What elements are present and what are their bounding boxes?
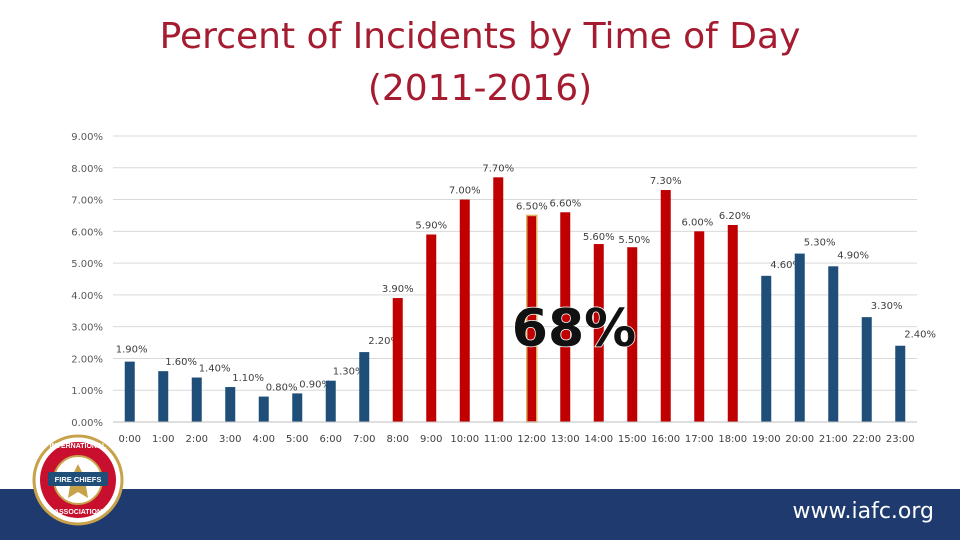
bar-value-label: 6.20% [719,211,751,222]
x-tick-label: 16:00 [651,434,680,445]
x-tick-label: 8:00 [387,434,409,445]
y-tick-label: 3.00% [71,323,103,334]
bar-value-label: 5.30% [804,238,836,249]
bar-value-label: 0.80% [266,383,298,394]
y-tick-label: 1.00% [71,386,103,397]
x-tick-label: 3:00 [219,434,241,445]
y-tick-label: 9.00% [71,132,103,143]
logo-text-bottom: ASSOCIATION [54,509,102,516]
annotation-68-percent: 68% [512,299,636,359]
bar [694,231,705,422]
bar-value-label: 1.10% [232,373,264,384]
bar [761,275,772,422]
logo-text-top: INTERNATIONAL [50,443,107,450]
bar-value-label: 1.30% [333,367,365,378]
x-tick-label: 4:00 [253,434,275,445]
x-tick-label: 9:00 [420,434,442,445]
bar [593,244,604,422]
x-tick-label: 23:00 [886,434,915,445]
x-tick-label: 7:00 [353,434,375,445]
x-tick-label: 14:00 [584,434,613,445]
bar [325,380,336,422]
x-tick-label: 19:00 [752,434,781,445]
bar [861,317,872,422]
bar-value-label: 0.90% [299,379,331,390]
chart-subtitle: (2011-2016) [367,68,593,109]
bar [359,352,370,422]
footer-bar: www.iafc.org [0,489,960,540]
x-tick-label: 20:00 [785,434,814,445]
x-tick-label: 22:00 [852,434,881,445]
x-tick-label: 12:00 [517,434,546,445]
bar-value-label: 6.50% [516,201,548,212]
bar [426,234,437,422]
bar [828,266,839,422]
x-tick-label: 11:00 [484,434,513,445]
y-tick-label: 6.00% [71,227,103,238]
bar [627,247,638,422]
bar [660,190,671,422]
bar-value-label: 1.90% [116,345,148,356]
bar-value-label: 7.70% [482,163,514,174]
x-tick-label: 0:00 [119,434,141,445]
bar [191,377,202,422]
bar-value-label: 7.30% [650,176,682,187]
bar-value-label: 2.40% [904,330,936,341]
bar-value-label: 1.60% [165,357,197,368]
logo-text-middle: FIRE CHIEFS [55,475,102,484]
bar [124,361,135,422]
x-tick-label: 10:00 [450,434,479,445]
x-tick-label: 18:00 [718,434,747,445]
bar [158,371,169,422]
bar [225,387,236,422]
y-tick-label: 0.00% [71,418,103,429]
bar-value-label: 5.60% [583,232,615,243]
bar-value-label: 7.00% [449,186,481,197]
footer-url[interactable]: www.iafc.org [792,499,934,524]
x-tick-label: 13:00 [551,434,580,445]
x-tick-label: 6:00 [320,434,342,445]
bar-value-label: 3.30% [871,301,903,312]
x-tick-label: 21:00 [819,434,848,445]
bar [459,199,470,422]
x-tick-label: 1:00 [152,434,174,445]
bar [493,177,504,422]
x-tick-label: 17:00 [685,434,714,445]
bar-value-label: 3.90% [382,284,414,295]
bar-value-label: 4.60% [770,260,802,271]
y-tick-label: 5.00% [71,259,103,270]
y-tick-label: 2.00% [71,354,103,365]
x-tick-label: 5:00 [286,434,308,445]
bar-value-label: 2.20% [368,336,400,347]
bar [392,298,403,422]
y-tick-label: 4.00% [71,291,103,302]
bar-value-label: 6.00% [681,217,713,228]
y-tick-label: 8.00% [71,164,103,175]
bar-value-label: 6.60% [549,198,581,209]
y-tick-label: 7.00% [71,196,103,207]
bar-chart: 0.00% 1.00% 2.00% 3.00% 4.00% 5.00% 6.00% 7.00%… [71,132,936,445]
bar [258,396,269,422]
x-tick-label: 2:00 [186,434,208,445]
bar-value-label: 4.90% [837,250,869,261]
bar-value-label: 5.90% [415,221,447,232]
bar-value-label: 5.50% [618,235,650,246]
bar-value-label: 1.40% [199,364,231,375]
x-tick-label: 15:00 [618,434,647,445]
chart-title: Percent of Incidents by Time of Day [159,16,801,57]
bar [794,253,805,422]
bar [560,212,571,422]
bar [292,393,303,422]
bar [727,224,738,422]
iafc-logo-icon: INTERNATIONAL FIRE CHIEFS ASSOCIATION [32,434,124,526]
bar [895,345,906,422]
